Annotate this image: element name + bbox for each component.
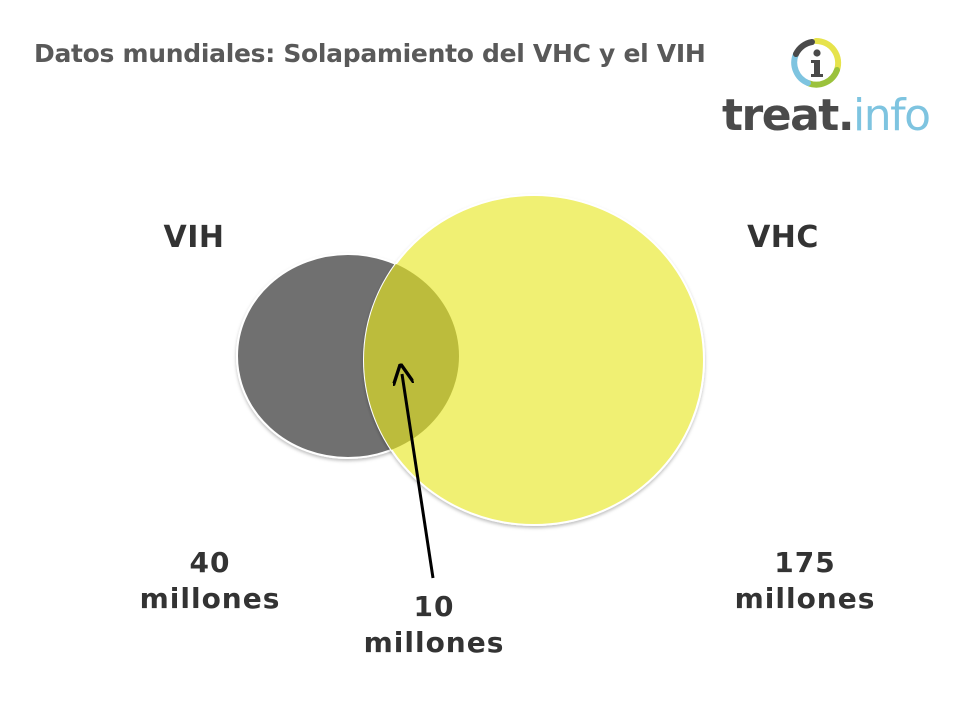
logo-word-main: treat	[722, 90, 839, 141]
hcv-count-number: 175	[774, 546, 836, 579]
hiv-count-unit: millones	[139, 581, 281, 615]
logo-wordmark: treat.info	[722, 94, 931, 138]
overlap-count-number: 10	[413, 590, 455, 623]
logo-word-sub: info	[853, 90, 931, 141]
arrow-up-icon	[402, 374, 435, 579]
hcv-label: VHC	[747, 220, 819, 255]
page-title: Datos mundiales: Solapamiento del VHC y …	[34, 39, 706, 68]
overlap-count: 10 millones	[354, 589, 514, 661]
overlap-region	[364, 254, 459, 458]
hcv-count-unit: millones	[734, 581, 876, 615]
overlap-count-unit: millones	[363, 625, 505, 659]
hiv-count: 40 millones	[130, 545, 290, 617]
logo-word-dot: .	[837, 90, 855, 141]
hiv-count-number: 40	[189, 546, 231, 579]
hcv-count: 175 millones	[720, 545, 890, 617]
treat-info-logo: treat.info	[720, 36, 931, 146]
info-i-ring-icon	[791, 37, 842, 88]
hiv-label: VIH	[163, 220, 225, 255]
